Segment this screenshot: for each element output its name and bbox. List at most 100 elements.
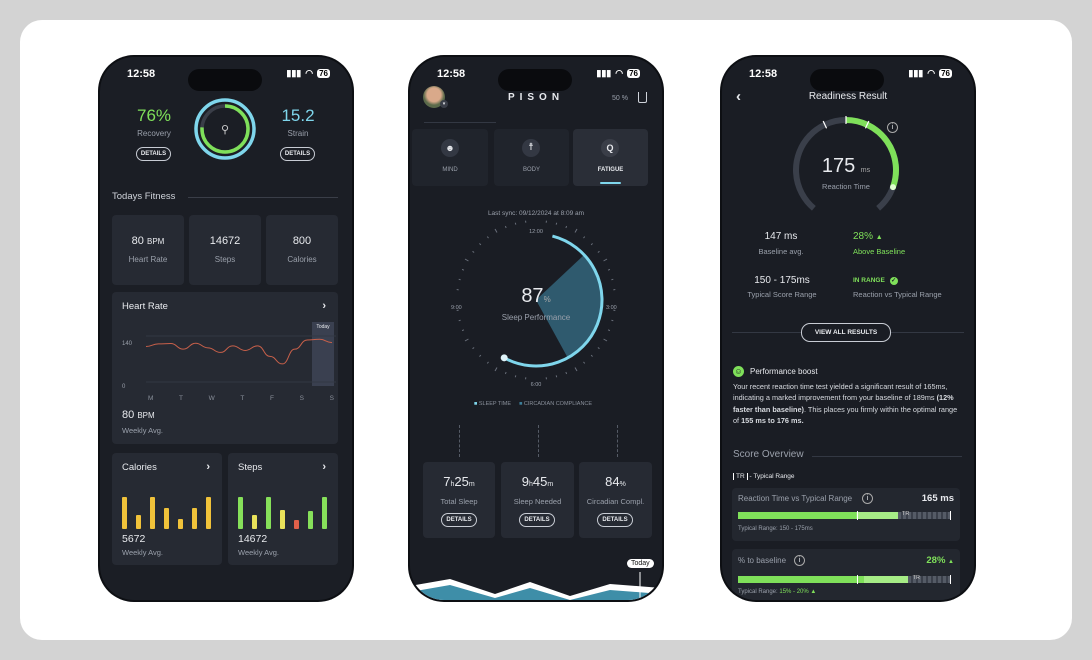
details-button[interactable]: DETAILS: [597, 513, 633, 527]
calories-card[interactable]: Calories › 5672 Weekly Avg.: [112, 453, 222, 565]
stat-card-calories[interactable]: 800 Calories: [266, 215, 338, 285]
back-chevron-icon[interactable]: ‹: [736, 88, 741, 105]
tab-body[interactable]: ☨ BODY: [494, 129, 569, 186]
page-title: Readiness Result: [808, 91, 888, 102]
day-tick: T: [240, 395, 245, 402]
dial-tick: [464, 258, 469, 262]
strain-value: 15.2: [281, 106, 315, 125]
bar: [294, 520, 299, 529]
in-range-status: IN RANGE ✓: [853, 277, 898, 285]
typical-range-value: 150 - 175ms: [754, 275, 810, 286]
bar-fill: [738, 512, 898, 519]
y-tick: 0: [122, 384, 126, 390]
gauge-range-tick: [822, 120, 828, 129]
info-icon[interactable]: i: [862, 493, 873, 504]
status-bar: 12:58 ▮▮▮ ◠ 76: [100, 66, 352, 91]
tab-mind[interactable]: ☻ MIND: [412, 129, 488, 186]
strain-details-button[interactable]: DETAILS: [280, 147, 315, 161]
chevron-down-icon[interactable]: ▾: [440, 100, 448, 108]
status-bar: 12:58 ▮▮▮ ◠ 76: [410, 66, 662, 91]
bar-fill: [738, 576, 909, 583]
bar: [238, 497, 243, 529]
dial-tick: [504, 371, 507, 375]
bar: [308, 511, 313, 529]
bar: [280, 509, 285, 529]
dial-tick: [583, 361, 586, 364]
connector: [617, 425, 618, 457]
dial-tick: [583, 236, 586, 239]
bar: [206, 497, 211, 529]
avatar[interactable]: [423, 86, 445, 108]
dial-tick: [555, 222, 558, 225]
divider: [188, 197, 338, 198]
boost-title: Performance boost: [750, 367, 818, 376]
baseline-label: Baseline avg.: [758, 247, 804, 256]
dial-tick-12: 12:00: [529, 229, 543, 235]
chevron-right-icon[interactable]: ›: [206, 461, 210, 473]
status-time: 12:58: [749, 68, 778, 80]
today-badge[interactable]: Today: [627, 559, 654, 568]
dial-tick-9: 9:00: [451, 305, 462, 311]
active-tab-indicator: [600, 182, 621, 184]
recovery-details-button[interactable]: DETAILS: [136, 147, 171, 161]
range-bar: TR: [738, 511, 951, 520]
view-all-results-button[interactable]: VIEW ALL RESULTS: [801, 323, 891, 342]
connector: [459, 425, 460, 457]
info-icon[interactable]: i: [794, 555, 805, 566]
section-title: Todays Fitness: [112, 191, 176, 202]
details-button[interactable]: DETAILS: [519, 513, 555, 527]
dial-tick: [458, 319, 461, 322]
sleep-performance-value: 87%: [521, 285, 551, 307]
hr-weekly-avg: 80 BPM: [122, 409, 155, 421]
signal-icon: ▮▮▮: [286, 68, 302, 78]
stat-card-steps[interactable]: 14672 Steps: [189, 215, 261, 285]
row-label: Reaction Time vs Typical Range: [738, 494, 853, 503]
dial-tick: [486, 361, 489, 364]
above-value: 28% ▲: [853, 231, 883, 242]
calories-title: Calories: [122, 462, 157, 473]
up-triangle-icon: ▲: [875, 234, 883, 241]
phone-readiness: 12:58 ▮▮▮ ◠ 76 ‹ Readiness Result i 175 ms …: [722, 57, 974, 600]
row-label: % to baseline: [738, 556, 787, 565]
boost-text: Your recent reaction time test yielded a…: [733, 382, 958, 425]
dial-tick: [590, 243, 593, 246]
device-icon[interactable]: [638, 92, 647, 103]
wifi-icon: ◠: [305, 68, 314, 78]
dial-tick: [603, 258, 608, 262]
dial-tick: [514, 222, 517, 225]
bar: [122, 497, 127, 529]
phone-fitness: 12:58 ▮▮▮ ◠ 76 76% Recovery DETAILS ⚲ 15.2 …: [100, 57, 352, 600]
legend-circadian: ■ CIRCADIAN COMPLIANCE: [519, 401, 593, 407]
row-value: 28% ▲: [926, 555, 954, 566]
stat-card-heart-rate[interactable]: 80 BPM Heart Rate: [112, 215, 184, 285]
battery-icon: 76: [317, 69, 330, 78]
dial-tick: [479, 354, 482, 357]
tr-marker: TR: [902, 511, 910, 517]
info-icon[interactable]: i: [887, 122, 898, 133]
brand-logo: PISON: [507, 92, 565, 103]
chevron-right-icon[interactable]: ›: [322, 461, 326, 473]
chevron-right-icon[interactable]: ›: [322, 300, 326, 312]
dial-tick: [486, 236, 489, 239]
dial-tick: [574, 228, 578, 233]
body-icon: ☨: [522, 139, 540, 157]
bar: [164, 508, 169, 529]
status-time: 12:58: [437, 68, 466, 80]
dial-tick: [574, 367, 578, 372]
range-bar: TR: [738, 575, 951, 584]
row-range: Typical Range: 15% - 20% ▲: [738, 589, 817, 595]
bar: [136, 514, 141, 529]
dial-tick: [590, 354, 593, 357]
details-button[interactable]: DETAILS: [441, 513, 477, 527]
divider: [424, 122, 496, 123]
bar: [322, 497, 327, 529]
metric-card-sleep-needed: 9h45m Sleep Needed DETAILS: [501, 462, 574, 538]
steps-card[interactable]: Steps › 14672 Weekly Avg.: [228, 453, 338, 565]
tab-fatigue[interactable]: Q FATIGUE: [573, 129, 648, 186]
dial-tick: [597, 347, 600, 350]
circadian-compliance-wedge: [536, 254, 602, 358]
metric-card-total-sleep: 7h25m Total Sleep DETAILS: [423, 462, 495, 538]
steps-avg-label: Weekly Avg.: [238, 548, 279, 557]
